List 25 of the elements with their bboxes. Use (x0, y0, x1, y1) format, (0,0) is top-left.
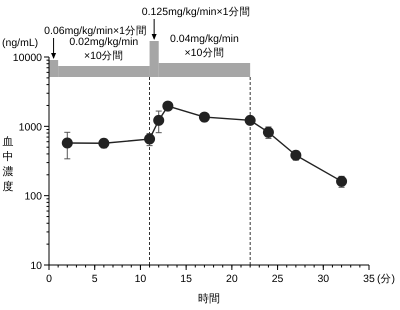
band-label: 0.125mg/kg/min×1分間 (142, 6, 250, 18)
x-tick-label: 15 (180, 273, 192, 285)
x-axis-title: 時間 (198, 292, 220, 305)
x-tick-label: 0 (46, 273, 52, 285)
y-tick-label: 1000 (18, 121, 42, 134)
y-tick-label: 10000 (12, 52, 42, 64)
point (198, 112, 210, 123)
point (244, 114, 256, 126)
point (153, 114, 164, 126)
x-tick-label: 10 (134, 273, 146, 285)
x-tick-label: 5 (92, 273, 98, 285)
y-tick-label: 10 (30, 260, 42, 272)
y-tick-label: 100 (24, 190, 42, 203)
x-tick-label: 30 (317, 273, 330, 285)
band-label: 0.02mg/kg/min ×10分間 (69, 36, 138, 62)
y-axis-title: 血中濃度 (2, 136, 14, 193)
band-label: 0.04mg/kg/min ×10分間 (170, 33, 240, 59)
x-tick-label: 25 (272, 273, 284, 285)
x-tick-label: 20 (226, 273, 238, 285)
x-tick-label: 35 (363, 273, 375, 285)
text: (分) (377, 273, 395, 285)
band-label: 0.06mg/kg/min×1分間 (44, 25, 147, 37)
point (62, 137, 73, 148)
text: (ng/mL) (2, 37, 38, 49)
point (162, 100, 174, 112)
